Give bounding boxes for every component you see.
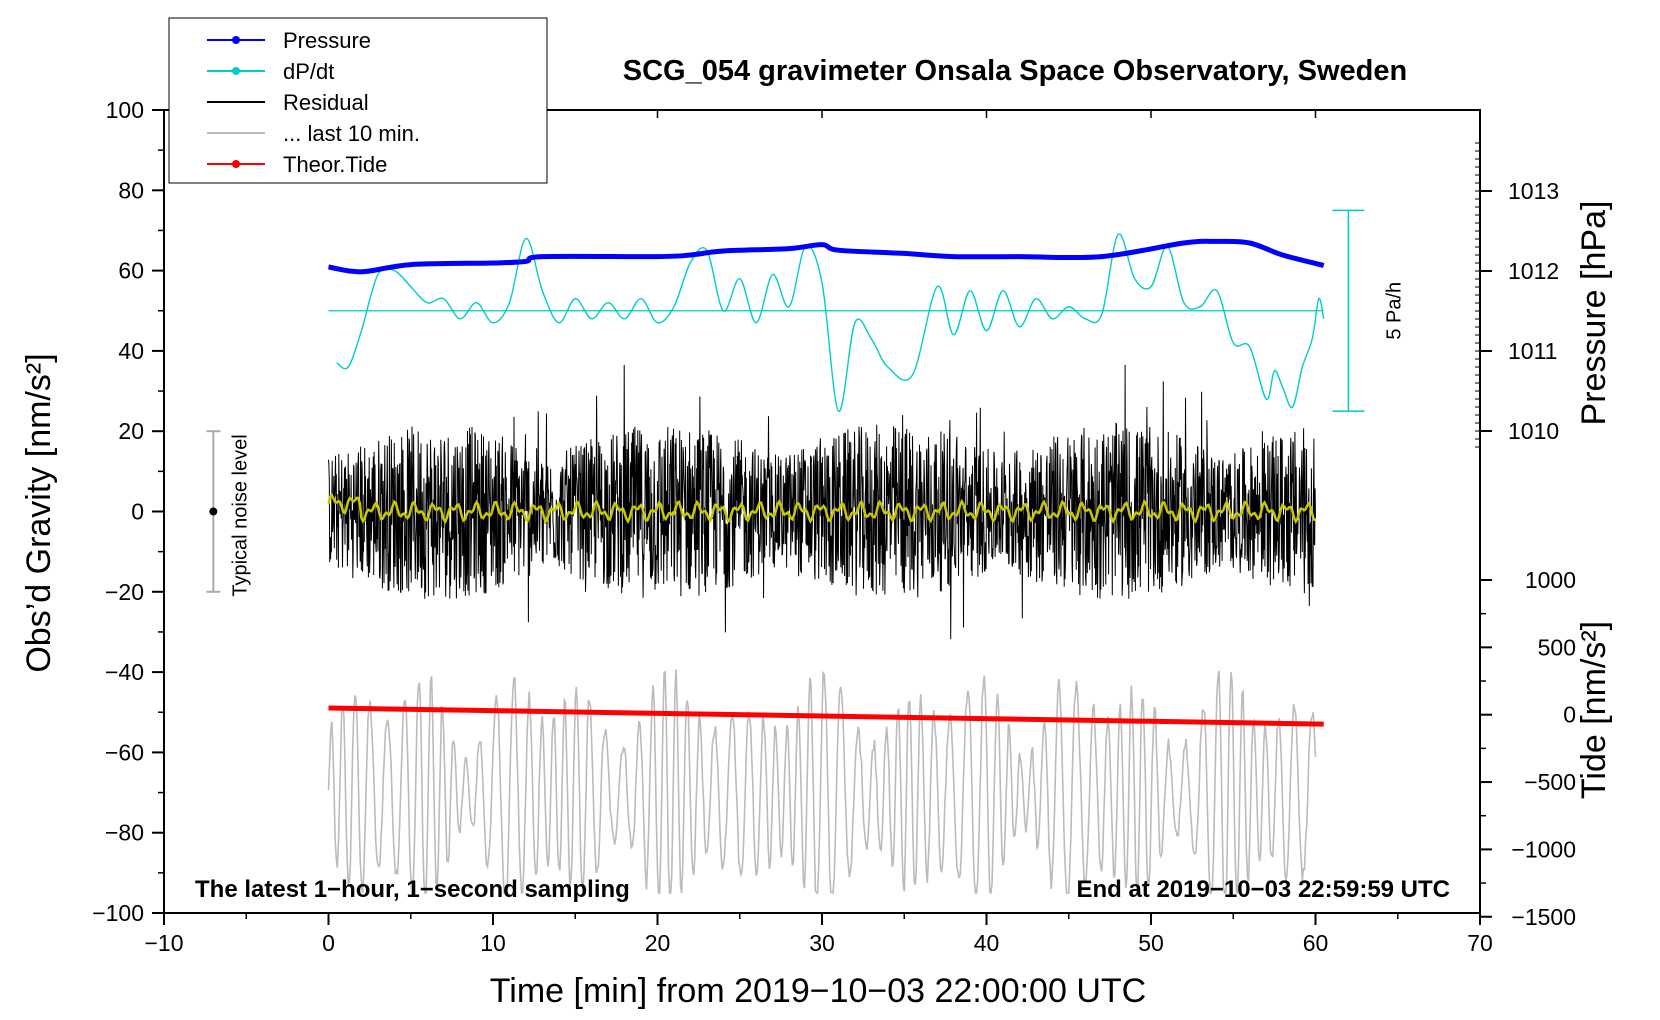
legend-label-3: ... last 10 min. [283, 121, 420, 146]
pressure-tick-label: 1013 [1508, 178, 1559, 204]
y-tick-label: 0 [131, 499, 144, 525]
legend-label-4: Theor.Tide [283, 152, 387, 177]
x-tick-label: −10 [144, 930, 183, 956]
y-axis-label-pressure: Pressure [hPa] [1575, 201, 1613, 426]
y-tick-label: −20 [105, 579, 144, 605]
pressure-tick-label: 1011 [1508, 338, 1557, 364]
sampling-note: The latest 1−hour, 1−second sampling [195, 876, 630, 903]
pressure-line [328, 238, 1325, 275]
y-tick-label: 60 [118, 258, 144, 284]
y-tick-label: −40 [105, 659, 144, 685]
residual-smoothed-line [327, 493, 1316, 525]
legend-label-2: Residual [283, 90, 369, 115]
pressure-tick-label: 1010 [1508, 418, 1559, 444]
x-tick-label: 30 [809, 930, 835, 956]
legend-marker-0 [232, 36, 240, 44]
x-tick-label: 60 [1303, 930, 1329, 956]
tide-tick-label: 1000 [1525, 567, 1576, 593]
x-tick-label: 40 [974, 930, 1000, 956]
dpdt-scale-label: 5 Pa/h [1383, 282, 1405, 340]
tide-tick-label: −500 [1524, 769, 1576, 795]
x-tick-label: 20 [645, 930, 671, 956]
end-time-note: End at 2019−10−03 22:59:59 UTC [1076, 876, 1450, 903]
theor-tide-line [328, 705, 1324, 727]
pressure-tick-label: 1012 [1508, 258, 1559, 284]
last-10-min-line [327, 669, 1317, 895]
noise-level-label: Typical noise level [229, 434, 251, 596]
tide-tick-label: 500 [1538, 634, 1576, 660]
plot-area: −10 0 10 20 30 40 50 60 70100806040200−20−40−60−… [92, 97, 1576, 956]
y-tick-label: 40 [118, 338, 144, 364]
legend-box [168, 17, 548, 184]
legend-marker-1 [232, 67, 240, 75]
y-tick-label: −60 [105, 739, 144, 765]
noise-bar-center [209, 507, 218, 516]
y-tick-label: −80 [105, 820, 144, 846]
y-tick-label: 20 [118, 418, 144, 444]
legend-marker-4 [232, 160, 240, 168]
legend: Pressure dP/dt Residual ... last 10 min. The… [168, 17, 548, 184]
legend-label-0: Pressure [283, 28, 371, 53]
chart-title: SCG_054 gravimeter Onsala Space Observat… [623, 55, 1407, 87]
dpdt-line [336, 233, 1325, 412]
x-tick-label: 10 [480, 930, 506, 956]
y-tick-label: −100 [92, 900, 144, 926]
legend-label-1: dP/dt [283, 59, 334, 84]
y-axis-label-tide: Tide [nm/s²] [1575, 621, 1613, 799]
tide-tick-label: −1500 [1511, 904, 1576, 930]
tide-tick-label: 0 [1563, 702, 1576, 728]
x-tick-label: 0 [322, 930, 335, 956]
x-tick-label: 50 [1138, 930, 1164, 956]
tide-tick-label: −1000 [1511, 836, 1576, 862]
y-tick-label: 80 [118, 177, 144, 203]
residual-line [328, 364, 1316, 640]
y-tick-label: 100 [106, 97, 144, 123]
x-axis-label: Time [min] from 2019−10−03 22:00:00 UTC [490, 972, 1146, 1010]
y-axis-label-left: Obs’d Gravity [nm/s²] [20, 353, 58, 672]
x-tick-label: 70 [1467, 930, 1493, 956]
